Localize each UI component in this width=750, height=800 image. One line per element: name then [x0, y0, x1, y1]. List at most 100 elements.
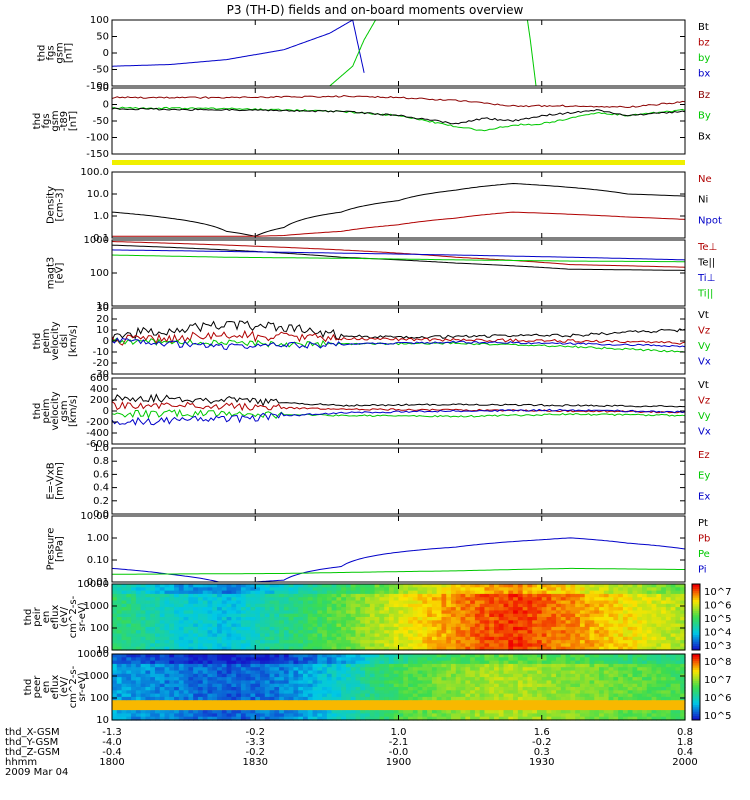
- spectrogram-cell: [446, 663, 452, 668]
- spectrogram-cell: [460, 667, 466, 672]
- spectrogram-cell: [560, 623, 567, 628]
- spectrogram-cell: [408, 660, 414, 665]
- spectrogram-cell: [126, 687, 132, 691]
- spectrogram-cell: [140, 620, 147, 625]
- spectrogram-cell: [150, 607, 156, 611]
- spectrogram-cell: [408, 716, 414, 721]
- spectrogram-cell: [226, 696, 232, 701]
- spectrogram-cell: [322, 607, 328, 611]
- spectrogram-cell: [322, 673, 328, 678]
- spectrogram-cell: [226, 710, 232, 714]
- spectrogram-cell: [618, 630, 624, 635]
- spectrogram-cell: [307, 646, 314, 651]
- spectrogram-cell: [226, 607, 232, 611]
- spectrogram-cell: [374, 703, 380, 708]
- spectrogram-cell: [427, 597, 433, 602]
- spectrogram-cell: [374, 626, 380, 631]
- spectrogram-cell: [618, 657, 624, 662]
- spectrogram-cell: [594, 660, 600, 665]
- spectrogram-cell: [326, 713, 333, 718]
- spectrogram-cell: [150, 673, 156, 678]
- spectrogram-cell: [298, 700, 304, 705]
- spectrogram-cell: [178, 600, 185, 605]
- y-axis-label: gsm: [55, 42, 66, 63]
- spectrogram-cell: [536, 713, 543, 718]
- spectrogram-cell: [536, 607, 543, 611]
- spectrogram-cell: [451, 706, 457, 711]
- spectrogram-cell: [322, 590, 328, 595]
- spectrogram-cell: [608, 590, 614, 595]
- spectrogram-cell: [422, 693, 428, 698]
- spectrogram-cell: [412, 670, 419, 675]
- spectrogram-cell: [589, 696, 595, 701]
- spectrogram-cell: [193, 600, 199, 605]
- spectrogram-cell: [503, 633, 509, 638]
- spectrogram-cell: [212, 710, 218, 714]
- spectrogram-cell: [174, 640, 180, 644]
- spectrogram-cell: [231, 587, 237, 592]
- spectrogram-cell: [365, 693, 371, 698]
- spectrogram-cell: [279, 623, 285, 628]
- spectrogram-cell: [193, 603, 199, 608]
- spectrogram-cell: [646, 623, 653, 628]
- spectrogram-cell: [556, 620, 562, 625]
- spectrogram-cell: [599, 660, 605, 665]
- spectrogram-cell: [307, 706, 314, 711]
- spectrogram-cell: [603, 623, 610, 628]
- spectrogram-cell: [642, 593, 648, 598]
- spectrogram-cell: [193, 693, 199, 698]
- spectrogram-cell: [245, 603, 252, 608]
- spectrogram-cell: [637, 680, 643, 685]
- spectrogram-cell: [503, 710, 509, 714]
- spectrogram-cell: [451, 673, 457, 678]
- spectrogram-cell: [446, 683, 452, 688]
- spectrogram-cell: [350, 603, 357, 608]
- spectrogram-cell: [517, 713, 524, 718]
- spectrogram-cell: [479, 590, 486, 595]
- spectrogram-cell: [627, 667, 634, 672]
- spectrogram-cell: [398, 607, 404, 611]
- spectrogram-cell: [551, 630, 557, 635]
- spectrogram-cell: [603, 663, 610, 668]
- spectrogram-cell: [565, 623, 571, 628]
- spectrogram-cell: [202, 663, 209, 668]
- spectrogram-cell: [484, 584, 490, 588]
- spectrogram-cell: [541, 607, 548, 611]
- spectrogram-cell: [579, 636, 586, 641]
- spectrogram-cell: [455, 680, 462, 685]
- spectrogram-cell: [212, 603, 218, 608]
- spectrogram-cell: [384, 687, 390, 691]
- spectrogram-cell: [608, 630, 614, 635]
- spectrogram-cell: [398, 660, 404, 665]
- spectrogram-cell: [221, 593, 228, 598]
- spectrogram-cell: [336, 693, 342, 698]
- spectrogram-cell: [646, 600, 653, 605]
- spectrogram-cell: [551, 667, 557, 672]
- spectrogram-cell: [465, 600, 471, 605]
- spectrogram-cell: [546, 687, 552, 691]
- spectrogram-cell: [408, 617, 414, 621]
- spectrogram-cell: [188, 716, 194, 721]
- spectrogram-cell: [150, 597, 156, 602]
- spectrogram-cell: [503, 610, 509, 615]
- spectrogram-cell: [260, 700, 266, 705]
- spectrogram-cell: [135, 620, 142, 625]
- spectrogram-cell: [250, 603, 256, 608]
- spectrogram-cell: [436, 620, 443, 625]
- spectrogram-cell: [193, 613, 199, 618]
- spectrogram-cell: [197, 623, 204, 628]
- spectrogram-cell: [178, 716, 185, 721]
- spectrogram-cell: [627, 617, 634, 621]
- spectrogram-cell: [288, 673, 295, 678]
- spectrogram-cell: [498, 607, 505, 611]
- spectrogram-cell: [112, 617, 118, 621]
- spectrogram-cell: [174, 677, 180, 681]
- spectrogram-cell: [279, 713, 285, 718]
- spectrogram-cell: [331, 587, 338, 592]
- spectrogram-cell: [126, 654, 132, 658]
- spectrogram-cell: [279, 626, 285, 631]
- spectrogram-cell: [231, 640, 237, 644]
- spectrogram-cell: [121, 696, 127, 701]
- spectrogram-cell: [298, 636, 304, 641]
